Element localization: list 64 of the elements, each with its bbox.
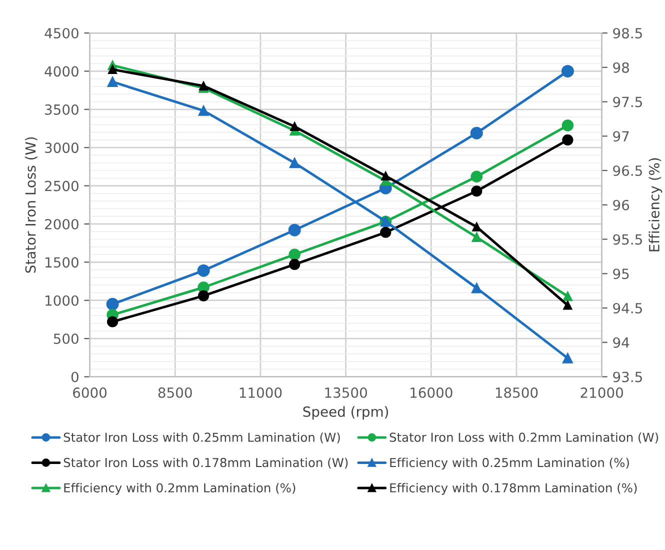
point (561, 64, 574, 78)
x-tick-label: 13500 (325, 387, 367, 398)
legend-label: Stator Iron Loss with 0.25mm Lamination (W) (64, 432, 340, 444)
point (288, 224, 301, 236)
y-tick-label: 4500 (44, 28, 78, 38)
y2-tick-label: 96 (613, 200, 630, 210)
point (470, 126, 483, 140)
y-tick-label: 1000 (46, 295, 78, 306)
legend-label: Efficiency with 0.178mm Lamination (%) (390, 482, 637, 495)
point (471, 186, 482, 197)
legend-label: Stator Iron Loss with 0.178mm Lamination (W) (64, 458, 348, 469)
point (288, 248, 300, 260)
legend-label: Efficiency with 0.2mm Lamination (%) (64, 482, 296, 495)
point (470, 170, 483, 183)
y-axis-title: Stator Iron Loss (W) (25, 137, 38, 273)
point (471, 282, 482, 294)
point (472, 222, 482, 232)
x-tick-label: 6000 (73, 387, 107, 398)
y2-tick-label: 97.5 (613, 96, 642, 108)
point (198, 105, 209, 116)
y2-tick-label: 97 (613, 131, 629, 142)
y2-tick-label: 94.5 (613, 302, 642, 314)
x-tick-label: 21000 (580, 387, 623, 398)
point (562, 291, 573, 302)
point (107, 76, 118, 88)
y2-axis-title: Efficiency (%) (648, 158, 662, 252)
y-tick-label: 2000 (45, 218, 78, 230)
y-tick-label: 4000 (44, 66, 78, 77)
x-tick-label: 11000 (240, 387, 282, 398)
y2-tick-label: 98.5 (613, 28, 642, 38)
point (562, 134, 574, 146)
point (290, 122, 300, 132)
legend-label: Efficiency with 0.25mm Lamination (%) (390, 458, 629, 470)
y-tick-label: 3500 (45, 104, 78, 115)
point (108, 64, 118, 74)
point (562, 120, 574, 132)
x-tick-label: 18500 (496, 387, 538, 398)
legend-label: Stator Iron Loss with 0.2mm Lamination (W) (390, 432, 658, 444)
point (106, 316, 118, 328)
point (472, 232, 482, 242)
y-tick-label: 1500 (46, 257, 78, 268)
y2-tick-label: 98 (613, 62, 629, 73)
point (381, 171, 390, 181)
point (199, 81, 208, 90)
y2-tick-label: 95 (613, 268, 629, 280)
x-axis-title: Speed (rpm) (303, 406, 388, 420)
point (380, 226, 392, 238)
y2-tick-label: 96.5 (613, 165, 642, 176)
point (289, 158, 300, 168)
x-tick-label: 8500 (158, 387, 192, 398)
x-tick-label: 16000 (410, 387, 452, 398)
y2-tick-label: 95.5 (613, 234, 642, 245)
point (198, 290, 210, 302)
y-tick-label: 2500 (45, 180, 78, 192)
point (562, 352, 573, 364)
point (563, 300, 572, 310)
point (197, 264, 210, 277)
y2-tick-label: 94 (613, 337, 630, 348)
y-tick-label: 500 (54, 334, 78, 344)
point (289, 258, 300, 270)
y-tick-label: 3000 (45, 142, 78, 154)
point (106, 298, 119, 310)
y2-tick-label: 93.5 (613, 372, 642, 382)
y-tick-label: 0 (71, 372, 78, 382)
